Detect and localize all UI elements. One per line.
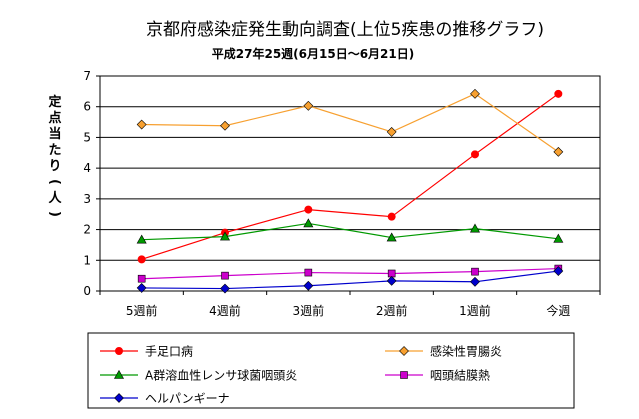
x-tick-label: 3週前 bbox=[293, 303, 325, 318]
chart-title: 京都府感染症発生動向調査(上位5疾患の推移グラフ) bbox=[146, 20, 544, 40]
data-point bbox=[386, 126, 397, 137]
y-axis-label-char: 当 bbox=[48, 126, 61, 142]
y-axis-label-char: ) bbox=[47, 211, 62, 217]
data-point bbox=[387, 212, 396, 221]
data-point bbox=[136, 283, 147, 293]
data-point bbox=[471, 267, 479, 276]
series-line bbox=[141, 222, 559, 241]
legend-entry: 咽頭結膜熱 bbox=[385, 369, 490, 383]
legend-label: 咽頭結膜熱 bbox=[430, 369, 490, 383]
data-point bbox=[470, 88, 480, 99]
legend-box bbox=[87, 332, 575, 409]
data-point bbox=[399, 346, 409, 356]
legend-entry: ヘルパンギーナ bbox=[100, 392, 230, 406]
y-axis-label-char: り bbox=[48, 159, 61, 174]
series-line bbox=[141, 267, 559, 280]
y-tick-label: 3 bbox=[83, 192, 91, 206]
plot-border bbox=[99, 75, 601, 292]
legend-entry: A群溶血性レンサ球菌咽頭炎 bbox=[100, 368, 297, 383]
data-point bbox=[554, 89, 563, 98]
y-tick-label: 6 bbox=[83, 100, 91, 114]
y-tick-label: 2 bbox=[83, 223, 91, 237]
y-tick-label: 5 bbox=[83, 130, 91, 144]
data-point bbox=[553, 146, 564, 157]
data-point bbox=[469, 223, 481, 233]
x-tick-label: 今週 bbox=[546, 303, 570, 318]
data-point bbox=[114, 393, 124, 403]
y-axis-label-char: ( bbox=[47, 179, 62, 185]
series-line bbox=[141, 93, 559, 153]
data-point bbox=[303, 280, 314, 291]
data-point bbox=[220, 120, 230, 131]
y-tick-label: 7 bbox=[83, 69, 91, 83]
series-triangle bbox=[136, 218, 564, 244]
y-tick-label: 4 bbox=[83, 161, 91, 175]
data-point bbox=[386, 232, 397, 242]
legend-label: A群溶血性レンサ球菌咽頭炎 bbox=[145, 368, 297, 383]
y-tick-label: 1 bbox=[83, 253, 91, 267]
plot-area bbox=[99, 75, 601, 292]
data-point bbox=[136, 234, 147, 244]
data-point bbox=[221, 271, 229, 280]
data-point bbox=[113, 369, 125, 379]
x-tick-label: 2週前 bbox=[376, 303, 408, 318]
data-point bbox=[115, 347, 123, 355]
legend-label: 手足口病 bbox=[145, 344, 193, 359]
data-point bbox=[386, 275, 397, 286]
data-point bbox=[136, 119, 147, 130]
data-point bbox=[553, 266, 564, 276]
data-point bbox=[303, 218, 314, 228]
data-point bbox=[471, 150, 479, 159]
y-tick-label: 0 bbox=[83, 284, 91, 298]
data-point bbox=[470, 276, 480, 287]
legend-entry: 感染性胃腸炎 bbox=[385, 344, 502, 359]
data-point bbox=[219, 231, 231, 241]
data-point bbox=[137, 255, 146, 264]
legend-label: ヘルパンギーナ bbox=[145, 392, 230, 406]
y-axis-label-char: 点 bbox=[48, 110, 61, 126]
x-tick-label: 4週前 bbox=[209, 303, 241, 318]
series-diamond bbox=[136, 266, 564, 294]
data-point bbox=[304, 205, 313, 214]
series-square bbox=[137, 264, 563, 283]
y-axis-label-char: 定 bbox=[47, 94, 61, 110]
legend-entry: 手足口病 bbox=[100, 344, 193, 359]
axes: 0 1 2 3 4 5 6 7 5週前 4週前 3週前 2週前 1週前 今週 bbox=[83, 69, 601, 318]
y-axis-label-char: 人 bbox=[48, 190, 62, 206]
data-point bbox=[303, 100, 314, 111]
data-point bbox=[400, 371, 408, 379]
x-tick-label: 1週前 bbox=[459, 303, 491, 318]
legend-label: 感染性胃腸炎 bbox=[430, 344, 502, 359]
data-point bbox=[220, 283, 230, 294]
series-line bbox=[141, 270, 559, 290]
data-point bbox=[304, 268, 313, 277]
chart-subtitle: 平成27年25週(6月15日～6月21日) bbox=[212, 46, 414, 61]
y-axis-label-char: た bbox=[48, 143, 61, 158]
series-diamond bbox=[136, 88, 564, 157]
series-layer bbox=[136, 88, 564, 294]
data-point bbox=[553, 233, 564, 243]
data-point bbox=[137, 274, 146, 283]
x-tick-label: 5週前 bbox=[126, 303, 158, 318]
